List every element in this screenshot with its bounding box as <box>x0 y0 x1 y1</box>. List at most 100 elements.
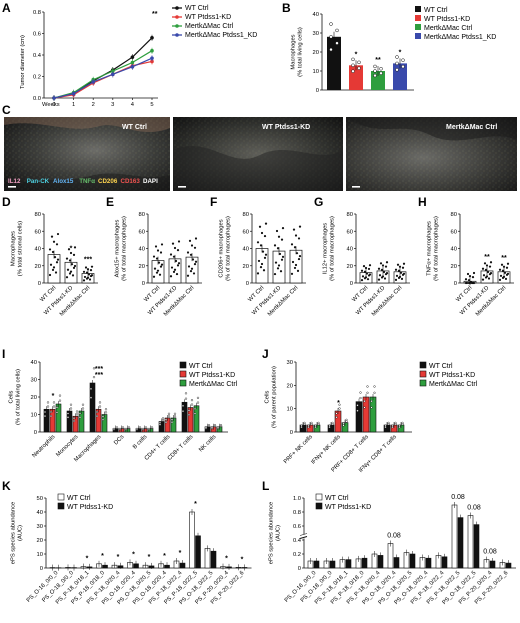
data-point <box>56 258 60 261</box>
y-tick-label: 40 <box>139 247 145 253</box>
y-tick-label: 0.6 <box>33 32 41 38</box>
data-point <box>274 261 278 264</box>
y-axis-label-line: (% total living cells) <box>298 27 304 77</box>
data-point <box>484 276 488 279</box>
legend-swatch <box>419 379 427 387</box>
data-point <box>52 405 56 408</box>
data-point <box>150 426 154 429</box>
stain-label: CD163 <box>121 178 141 185</box>
y-tick-label: 20 <box>347 264 353 270</box>
data-point <box>359 391 362 394</box>
data-point <box>378 274 382 277</box>
legend-label: WT Ctrl <box>424 7 448 14</box>
plot-area: Cells (% of parent population) 0 10 20 30 PRF+… <box>265 360 478 474</box>
panel-k: K ePS species abundance (AUC)01020304050P… <box>2 479 252 606</box>
panel-letter: I <box>2 347 5 361</box>
data-point <box>121 426 125 429</box>
panel-j: J Cells (% of parent population) 0 10 20 30 PR… <box>262 347 478 474</box>
data-point <box>281 255 285 258</box>
y-tick-label: 60 <box>35 229 41 235</box>
data-point <box>467 281 471 285</box>
y-tick-label: 0 <box>34 430 37 436</box>
data-point <box>294 234 298 237</box>
panel-letter: A <box>2 1 11 15</box>
data-point <box>469 281 473 284</box>
panel-l: L ePS species abundance (AUC) 0 0.2 0.4 0.6 0.… <box>262 479 516 606</box>
data-point <box>69 270 73 273</box>
data-point <box>290 243 294 246</box>
data-point <box>190 244 194 247</box>
data-point <box>184 392 188 395</box>
data-point <box>465 281 469 285</box>
legend-label: WT Ptdss1-KD <box>185 14 231 21</box>
legend-label: MertkΔMac Ptdss1_KD <box>185 32 257 39</box>
y-tick-label: 1.0 <box>293 496 301 502</box>
data-point <box>219 424 223 427</box>
data-point <box>194 260 198 263</box>
plot-area: Cells (% of total living cells) 0 10 20 30 40 *… <box>9 360 238 463</box>
data-point <box>170 266 174 269</box>
y-tick-label: 60 <box>243 229 249 235</box>
data-point <box>87 273 91 276</box>
data-point <box>359 396 362 400</box>
legend-label: MertkΔMac Ctrl <box>189 381 238 388</box>
legend-swatch <box>419 361 427 369</box>
data-point <box>397 276 401 279</box>
y-axis-label: ePS species abundance (AUC) <box>269 502 282 565</box>
data-point <box>338 403 341 406</box>
y-tick-label: 40 <box>35 247 41 253</box>
data-point <box>277 235 281 238</box>
data-point <box>95 414 99 418</box>
data-point <box>176 249 180 252</box>
data-point <box>130 65 135 69</box>
legend-marker <box>175 24 179 28</box>
y-tick-label: 10 <box>287 407 293 413</box>
y-tick-label: 20 <box>37 538 43 544</box>
data-point <box>54 271 58 274</box>
data-point <box>46 405 50 408</box>
data-point <box>89 387 93 390</box>
data-point <box>263 256 267 259</box>
data-point <box>189 253 193 256</box>
data-point <box>373 391 376 394</box>
data-point <box>78 416 82 419</box>
data-point <box>55 261 59 264</box>
data-point <box>157 261 161 264</box>
data-point <box>275 229 279 233</box>
data-point <box>260 231 264 235</box>
data-point <box>52 96 56 100</box>
data-point <box>84 266 88 269</box>
y-tick-label: 20 <box>287 383 293 389</box>
data-point <box>83 275 87 279</box>
data-point <box>130 60 135 65</box>
significance-mark: * <box>337 400 340 407</box>
data-point <box>118 427 122 431</box>
data-point <box>172 255 176 258</box>
data-point <box>500 263 504 266</box>
data-point <box>186 274 190 277</box>
data-point <box>158 421 162 424</box>
data-point <box>73 246 77 249</box>
plot-area: 0.0 0.2 0.4 0.6 0.8 0 1 2 3 4 5 <box>33 10 158 108</box>
data-point <box>506 262 510 265</box>
data-point <box>135 427 139 431</box>
data-point <box>486 270 490 274</box>
significance-mark: * <box>355 51 358 58</box>
data-point <box>335 28 339 33</box>
data-point <box>75 413 79 416</box>
data-point <box>192 272 196 275</box>
data-point <box>382 270 386 274</box>
data-point <box>171 242 175 245</box>
data-point <box>399 271 403 274</box>
x-tick-label: IFNγ+ NK cells <box>310 434 342 466</box>
data-point <box>370 406 373 409</box>
data-point <box>95 410 99 414</box>
panel-b: B Macrophages (% total living cells) 0 10 20… <box>282 1 496 94</box>
data-point <box>161 417 165 420</box>
data-point <box>298 255 302 258</box>
data-point <box>71 274 75 277</box>
data-point <box>85 277 89 280</box>
